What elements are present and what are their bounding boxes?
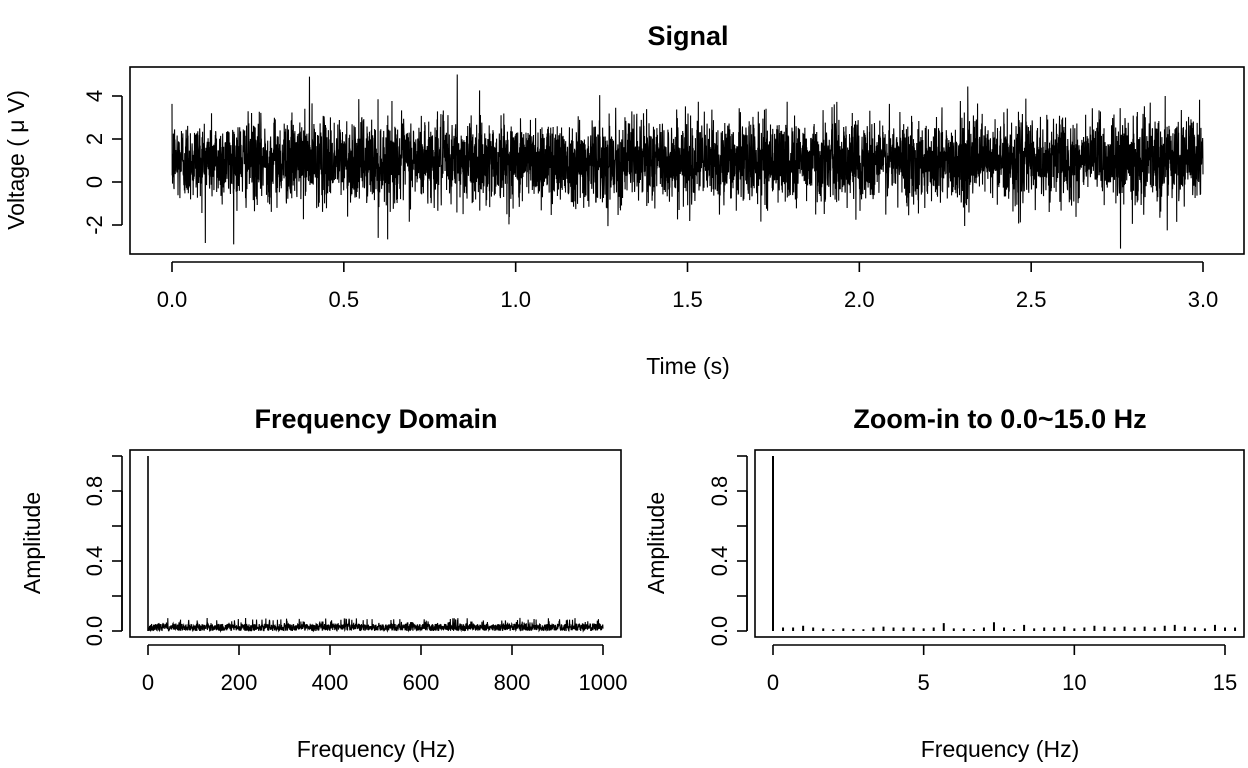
p2-y-tick-label: 0.0	[82, 616, 107, 647]
frequency-domain-spectrum	[147, 456, 604, 633]
signal-y-axis: -2 0 2 4	[82, 90, 123, 235]
p1-y-tick-label: 4	[82, 90, 107, 102]
frequency-domain-x-axis: 0 200 400 600 800 1000	[142, 644, 628, 695]
noise-floor-line	[147, 617, 604, 633]
zoom-y-axis-label: Amplitude	[643, 492, 669, 594]
signal-panel: Signal 0.0 0.5 1.0 1.5 2.0 2.5 3.0 -2 0 2 4 Time …	[3, 21, 1245, 379]
zoom-spectrum	[772, 456, 1237, 631]
zoom-panel: Zoom-in to 0.0~15.0 Hz 0 5 10 15 0.00.40.8 …	[643, 404, 1245, 762]
p3-x-tick-label: 10	[1062, 670, 1086, 695]
zoom-x-axis: 0 5 10 15	[767, 644, 1237, 695]
signal-title: Signal	[647, 21, 728, 51]
p2-x-tick-label: 600	[403, 670, 440, 695]
p2-x-tick-label: 400	[312, 670, 349, 695]
signal-y-axis-label: Voltage ( μ V)	[3, 90, 29, 230]
p2-x-tick-label: 0	[142, 670, 154, 695]
zoom-y-axis: 0.0 0.4 0.8	[707, 455, 748, 647]
frequency-domain-x-axis-label: Frequency (Hz)	[297, 736, 455, 762]
p1-x-tick-label: 2.0	[844, 287, 875, 312]
p2-x-tick-label: 200	[221, 670, 258, 695]
frequency-domain-plot-frame	[129, 449, 622, 638]
signal-x-axis: 0.0 0.5 1.0 1.5 2.0 2.5 3.0	[157, 261, 1219, 312]
p2-x-tick-label: 1000	[579, 670, 628, 695]
p1-x-tick-label: 3.0	[1188, 287, 1219, 312]
frequency-domain-title: Frequency Domain	[254, 404, 497, 434]
p2-x-tick-label: 800	[494, 670, 531, 695]
signal-trace	[171, 74, 1204, 249]
signal-plot-frame	[129, 66, 1245, 255]
p3-x-tick-label: 0	[767, 670, 779, 695]
zoom-plot-frame	[754, 449, 1245, 638]
p1-x-tick-label: 1.5	[672, 287, 703, 312]
p2-y-tick-label: 0.8	[82, 476, 107, 507]
p1-y-tick-label: 0	[82, 176, 107, 188]
p1-y-tick-label: -2	[82, 215, 107, 235]
p1-x-tick-label: 2.5	[1016, 287, 1047, 312]
frequency-domain-y-axis: 0.0 0.4 0.8	[82, 455, 123, 647]
signal-series-line	[171, 74, 1204, 249]
p1-x-tick-label: 1.0	[500, 287, 531, 312]
p3-x-tick-label: 5	[918, 670, 930, 695]
zoom-x-axis-label: Frequency (Hz)	[921, 736, 1079, 762]
frequency-domain-y-axis-label: Amplitude	[19, 492, 45, 594]
p2-y-tick-label: 0.4	[82, 546, 107, 577]
zoom-title: Zoom-in to 0.0~15.0 Hz	[853, 404, 1146, 434]
p1-y-tick-label: 2	[82, 133, 107, 145]
p3-y-tick-label: 0.8	[707, 476, 732, 507]
p3-x-tick-label: 15	[1213, 670, 1237, 695]
frequency-domain-panel: Frequency Domain 0 200 400 600 800 1000 0.00.…	[19, 404, 627, 762]
p1-x-tick-label: 0.5	[329, 287, 360, 312]
p3-y-tick-label: 0.4	[707, 546, 732, 577]
signal-x-axis-label: Time (s)	[646, 353, 729, 379]
p3-y-tick-label: 0.0	[707, 616, 732, 647]
p1-x-tick-label: 0.0	[157, 287, 188, 312]
